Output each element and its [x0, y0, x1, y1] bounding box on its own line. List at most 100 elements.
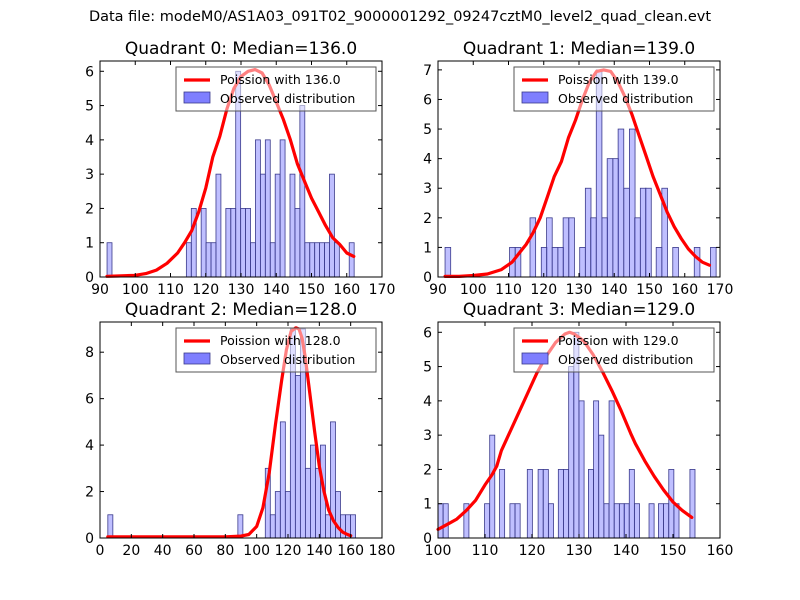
legend-label-observed: Observed distribution	[220, 352, 355, 367]
subplot-title: Quadrant 2: Median=128.0	[125, 300, 357, 320]
x-tick-label: 130	[228, 282, 255, 298]
axes-frame	[437, 60, 721, 278]
histogram-bar	[289, 173, 296, 278]
x-tick-label: 90	[429, 282, 447, 298]
x-tick-label: 140	[601, 282, 628, 298]
x-tick-label: 40	[154, 543, 172, 559]
y-tick-label: 3	[423, 428, 432, 444]
histogram-bar	[628, 469, 635, 539]
subplot-title: Quadrant 0: Median=136.0	[125, 39, 357, 59]
histogram-bar	[315, 467, 321, 539]
histogram-bar	[309, 242, 316, 278]
y-tick-label: 4	[423, 152, 432, 168]
histogram-bar	[617, 128, 625, 278]
histogram-bar	[593, 400, 600, 539]
histogram-bar	[264, 139, 271, 278]
legend: Poission with 128.0 Observed distribution	[175, 327, 377, 373]
y-tick-label: 7	[423, 63, 432, 79]
histogram-bar	[299, 105, 306, 278]
x-tick-label: 180	[369, 543, 396, 559]
histogram-bar	[310, 444, 316, 539]
histogram-bar	[319, 242, 325, 278]
x-tick-label: 140	[263, 282, 290, 298]
legend: Poission with 129.0 Observed distribution	[513, 327, 715, 373]
legend-label-poisson: Poission with 139.0	[558, 72, 679, 87]
y-tick-label: 4	[85, 133, 94, 149]
y-tick-label: 0	[85, 270, 94, 286]
histogram-bar	[274, 491, 281, 539]
histogram-bar	[658, 503, 664, 539]
histogram-bar	[578, 400, 585, 539]
axes-frame	[99, 60, 383, 278]
histogram-bar	[205, 242, 212, 278]
axes-frame	[99, 321, 383, 539]
y-tick-label: 3	[85, 167, 94, 183]
legend-box	[175, 327, 377, 373]
histogram-bar	[106, 242, 113, 278]
histogram-bar	[603, 503, 610, 539]
legend-box	[175, 66, 377, 112]
histogram-bar	[437, 503, 444, 539]
histogram-bar	[537, 469, 544, 539]
x-tick-label: 130	[566, 543, 593, 559]
histogram-bar	[623, 503, 630, 539]
histogram-bar	[215, 173, 222, 278]
y-tick-label: 2	[423, 211, 432, 227]
legend-label-poisson: Poission with 136.0	[220, 72, 341, 87]
legend-bar-swatch	[521, 91, 549, 104]
histogram-bar	[562, 217, 570, 278]
y-tick-label: 2	[423, 462, 432, 478]
histogram-bar	[540, 247, 548, 278]
x-tick-label: 140	[306, 543, 333, 559]
x-tick-label: 150	[636, 282, 663, 298]
legend-label-poisson: Poission with 128.0	[220, 333, 341, 348]
x-tick-label: 150	[660, 543, 687, 559]
histogram-bar	[444, 247, 452, 278]
x-tick-label: 160	[333, 282, 360, 298]
histogram-bar	[645, 187, 652, 278]
histogram-bar	[710, 247, 717, 278]
histogram-bar	[509, 503, 516, 539]
x-tick-label: 110	[157, 282, 184, 298]
histogram-bar	[284, 491, 291, 539]
histogram-bar	[348, 242, 355, 278]
histogram-bar	[514, 503, 521, 539]
histogram-bar	[255, 139, 261, 278]
x-tick-label: 150	[298, 282, 325, 298]
histogram-bar	[304, 242, 311, 278]
legend: Poission with 139.0 Observed distribution	[513, 66, 715, 112]
histogram-bar	[325, 514, 331, 539]
histogram-bar	[107, 514, 114, 539]
histogram-bar	[259, 173, 266, 278]
histogram-bar	[210, 242, 217, 278]
legend-box	[513, 66, 715, 112]
y-tick-label: 0	[85, 531, 94, 547]
x-tick-label: 20	[122, 543, 140, 559]
y-tick-label: 3	[423, 181, 432, 197]
histogram-bar	[294, 208, 301, 278]
legend-label-observed: Observed distribution	[558, 91, 693, 106]
y-tick-label: 4	[85, 438, 94, 454]
histogram-bar	[274, 173, 281, 278]
histogram-bar	[648, 503, 655, 539]
histogram-bar	[334, 242, 340, 278]
x-tick-label: 60	[185, 543, 203, 559]
y-tick-label: 2	[85, 201, 94, 217]
histogram-bar	[634, 217, 641, 278]
histogram-bar	[551, 247, 559, 278]
y-tick-label: 6	[423, 92, 432, 108]
histogram-bar	[542, 469, 549, 539]
x-tick-label: 170	[707, 282, 734, 298]
y-tick-label: 0	[423, 531, 432, 547]
histogram-bar	[579, 247, 586, 278]
x-tick-label: 110	[495, 282, 522, 298]
histogram-bar	[601, 217, 608, 278]
x-tick-label: 90	[91, 282, 109, 298]
axes-frame	[437, 321, 721, 539]
x-tick-label: 100	[243, 543, 270, 559]
histogram-bar	[200, 208, 207, 278]
x-tick-label: 160	[337, 543, 364, 559]
histogram-bar	[314, 242, 321, 278]
x-tick-label: 120	[519, 543, 546, 559]
x-tick-label: 120	[192, 282, 219, 298]
